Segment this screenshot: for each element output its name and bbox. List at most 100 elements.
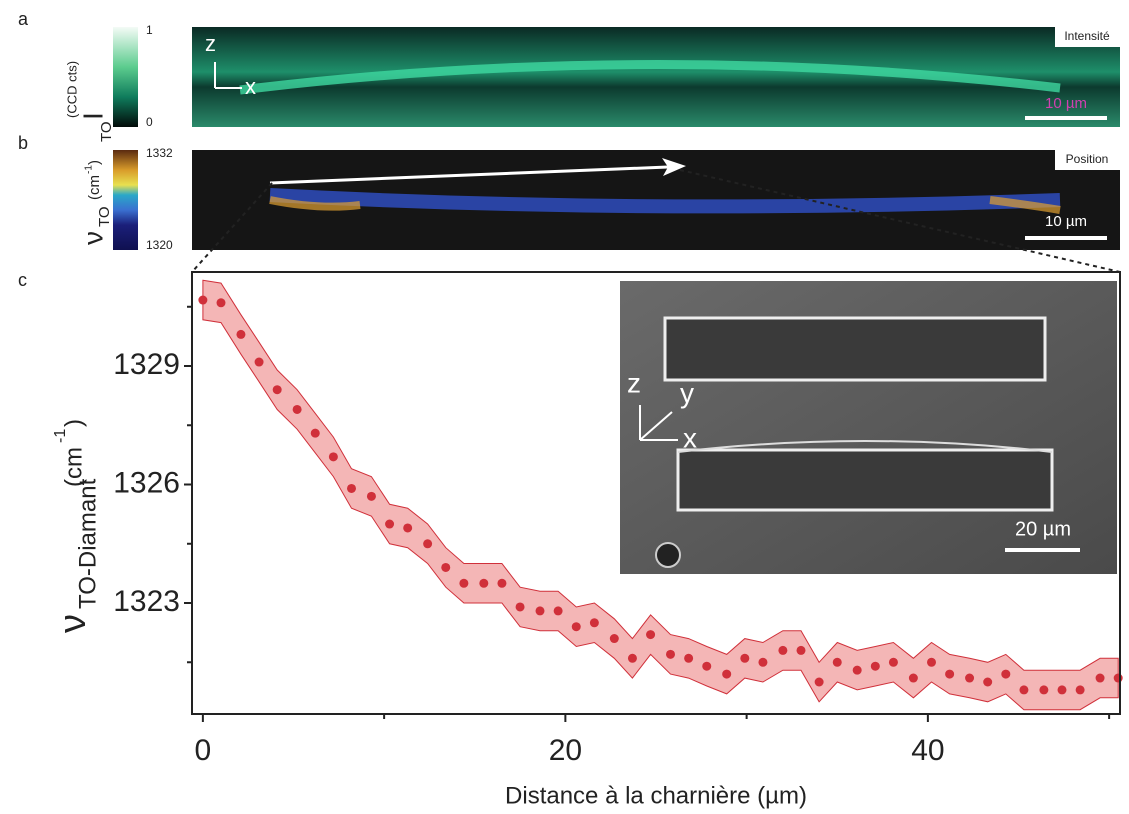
axis-letter: z: [205, 31, 216, 56]
point: [684, 653, 694, 663]
y-tick-label: 1323: [113, 585, 180, 618]
tag: Intensité: [1064, 29, 1110, 43]
point: [852, 665, 862, 675]
colorbar-label: 1332: [146, 146, 173, 160]
point: [347, 483, 356, 493]
point: [740, 653, 750, 663]
point: [1113, 673, 1123, 683]
point: [236, 329, 246, 339]
point: [515, 602, 525, 612]
arrow-head: [662, 158, 686, 176]
scale-label: 10 µm: [1045, 213, 1087, 230]
trench: [676, 448, 1054, 512]
axis-label: I TO (CCD cts): [64, 61, 115, 142]
superscript: -1: [84, 165, 95, 174]
symbol: I: [77, 112, 108, 120]
point: [983, 677, 993, 687]
point: [497, 578, 507, 588]
beam: [269, 188, 1061, 214]
point: [535, 606, 545, 616]
tag-box: [1055, 150, 1120, 170]
point: [1039, 685, 1049, 695]
point: [198, 295, 208, 305]
scale-label: 20 µm: [1015, 518, 1071, 540]
point: [459, 578, 469, 588]
point: [423, 539, 433, 549]
point: [1019, 685, 1029, 695]
point: [441, 562, 451, 572]
symbol: ν: [52, 614, 94, 633]
subscript: TO: [96, 206, 113, 227]
point: [366, 491, 376, 501]
subscript: TO-Diamant: [74, 478, 101, 609]
colorbar: [113, 27, 138, 127]
subscript: TO: [98, 121, 115, 142]
symbol: ν: [77, 231, 108, 245]
unit: ): [60, 419, 87, 427]
point: [870, 661, 880, 671]
inset: z y x 20 µm: [620, 281, 1117, 574]
point: [553, 606, 563, 616]
axis-label: ν TO (cm -1 ): [77, 160, 113, 245]
point: [965, 673, 975, 683]
superscript: (CCD cts): [64, 61, 79, 118]
axis-letter: x: [683, 422, 697, 453]
axis-letter: y: [680, 377, 694, 408]
superscript: -1: [52, 429, 69, 443]
point: [254, 357, 264, 367]
panel-label: b: [18, 133, 28, 153]
beam: [239, 59, 1061, 95]
point: [666, 649, 675, 659]
axis-letter: x: [245, 74, 256, 99]
point: [1095, 673, 1105, 683]
zoom-line: [191, 182, 273, 273]
point: [796, 645, 806, 655]
point: [758, 657, 768, 667]
axis-arrow: [639, 411, 673, 441]
unit: (cm: [86, 175, 103, 200]
plot: [198, 279, 1123, 711]
scale-label: 10 µm: [1045, 95, 1087, 112]
x-axis-label: Distance à la charnière (µm): [505, 782, 807, 809]
plot-frame: [191, 271, 1121, 715]
point: [1057, 685, 1067, 695]
y-tick-label: 1329: [113, 348, 180, 381]
axis-letter: z: [627, 367, 641, 398]
x-tick-label: 20: [549, 734, 582, 767]
beam: [269, 196, 361, 211]
point: [627, 653, 637, 663]
trench: [663, 316, 1047, 382]
tag: Position: [1066, 152, 1109, 166]
point: [589, 618, 599, 628]
colorbar-label: 0: [146, 115, 153, 129]
beam: [989, 196, 1061, 214]
panel-label: c: [18, 270, 27, 290]
error-band: [202, 279, 1119, 711]
unit: (cm: [60, 447, 87, 487]
point: [927, 657, 936, 667]
point: [216, 298, 226, 308]
beam: [677, 440, 1053, 453]
tag-box: [1055, 27, 1120, 47]
point: [702, 661, 712, 671]
point: [292, 404, 302, 414]
colorbar-label: 1: [146, 23, 153, 37]
point: [272, 385, 282, 395]
panel-label: a: [18, 9, 29, 29]
point: [832, 657, 842, 667]
point: [1075, 685, 1085, 695]
point: [722, 669, 732, 679]
x-tick-label: 40: [911, 734, 944, 767]
point: [385, 519, 395, 529]
hole: [655, 542, 681, 568]
point: [310, 428, 320, 438]
arrow: [269, 165, 669, 185]
point: [1001, 669, 1011, 679]
x-tick-label: 0: [195, 734, 212, 767]
point: [328, 452, 338, 462]
point: [945, 669, 955, 679]
y-tick-label: 1326: [113, 466, 180, 499]
point: [646, 630, 656, 640]
point: [571, 622, 581, 632]
